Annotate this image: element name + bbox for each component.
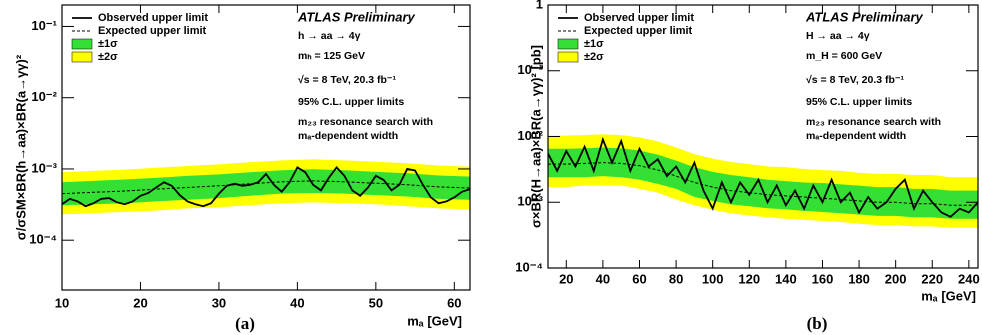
- observed-line: [548, 136, 978, 218]
- x-tick-label: 240: [958, 271, 980, 286]
- x-tick-label: 80: [669, 271, 683, 286]
- x-tick-label: 200: [885, 271, 907, 286]
- legend-label: ±2σ: [584, 51, 604, 63]
- x-tick-label: 50: [369, 295, 383, 310]
- x-tick-label: 10: [55, 295, 69, 310]
- annotation: mₐ-dependent width: [298, 130, 398, 142]
- x-tick-label: 140: [775, 271, 797, 286]
- plot-area: [548, 134, 978, 228]
- x-tick-label: 60: [447, 295, 461, 310]
- experiment-label: ATLAS Preliminary: [805, 9, 924, 24]
- legend-swatch: [557, 51, 579, 63]
- expected-line: [548, 162, 978, 206]
- x-axis-label: mₐ [GeV]: [407, 313, 462, 328]
- annotation: m₂₃ resonance search with: [298, 116, 433, 128]
- legend-swatch: [557, 38, 579, 50]
- y-tick-label: 10⁻¹: [31, 18, 57, 33]
- annotation: mₐ-dependent width: [806, 130, 906, 142]
- x-tick-label: 100: [702, 271, 724, 286]
- annotation: 95% C.L. upper limits: [298, 96, 404, 108]
- x-tick-label: 180: [848, 271, 870, 286]
- legend-swatch: [71, 38, 93, 50]
- x-tick-label: 20: [133, 295, 147, 310]
- expected-line: [62, 180, 470, 195]
- y-tick-label: 10⁻¹: [517, 62, 543, 77]
- x-tick-label: 30: [212, 295, 226, 310]
- y-tick-label: 10⁻³: [31, 160, 57, 175]
- annotation: h → aa → 4γ: [298, 30, 361, 42]
- x-tick-label: 40: [290, 295, 304, 310]
- y-tick-label: 10⁻²: [517, 128, 543, 143]
- y-tick-label: 10⁻³: [517, 194, 543, 209]
- caption: (a): [235, 314, 255, 333]
- legend-label: Observed upper limit: [98, 12, 208, 24]
- y-tick-label: 10⁻⁴: [29, 232, 57, 247]
- annotation: m₂₃ resonance search with: [806, 116, 941, 128]
- y-tick-label: 10⁻²: [31, 89, 57, 104]
- legend-label: Observed upper limit: [584, 12, 694, 24]
- legend-swatch: [71, 51, 93, 63]
- band: [62, 169, 470, 206]
- annotation: √s = 8 TeV, 20.3 fb⁻¹: [806, 74, 904, 86]
- annotation: 95% C.L. upper limits: [806, 96, 912, 108]
- observed-line: [62, 166, 470, 208]
- x-tick-label: 20: [559, 271, 573, 286]
- x-tick-label: 160: [812, 271, 834, 286]
- legend-label: Expected upper limit: [584, 25, 693, 37]
- y-tick-label: 1: [536, 0, 543, 11]
- x-axis-label: mₐ [GeV]: [921, 288, 976, 303]
- experiment-label: ATLAS Preliminary: [297, 9, 416, 24]
- x-tick-label: 40: [596, 271, 610, 286]
- annotation: H → aa → 4γ: [806, 30, 870, 42]
- frame: [61, 4, 471, 291]
- annotation: mₕ = 125 GeV: [298, 50, 365, 62]
- y-axis-label: σ/σSM×BR(h→aa)×BR(a→γγ)²: [13, 54, 28, 240]
- annotation: m_H = 600 GeV: [806, 50, 882, 62]
- y-tick-label: 10⁻⁴: [515, 259, 543, 274]
- plot: 10⁻⁴ 10⁻³ 10⁻² 10⁻¹ 10 20 30 40 50 60 mₐ [GeV] σ/σS…: [13, 4, 471, 333]
- legend-label: ±1σ: [584, 38, 604, 50]
- caption: (b): [807, 314, 828, 333]
- plot-area: [62, 159, 470, 215]
- x-tick-label: 60: [632, 271, 646, 286]
- legend-label: Expected upper limit: [98, 25, 207, 37]
- legend-label: ±2σ: [98, 51, 118, 63]
- x-tick-label: 220: [921, 271, 943, 286]
- annotation: √s = 8 TeV, 20.3 fb⁻¹: [298, 74, 396, 86]
- legend-label: ±1σ: [98, 38, 118, 50]
- x-tick-label: 120: [738, 271, 760, 286]
- y-axis-label: σ×BR(H→aa)×BR(a→γγ)² [pb]: [528, 45, 543, 228]
